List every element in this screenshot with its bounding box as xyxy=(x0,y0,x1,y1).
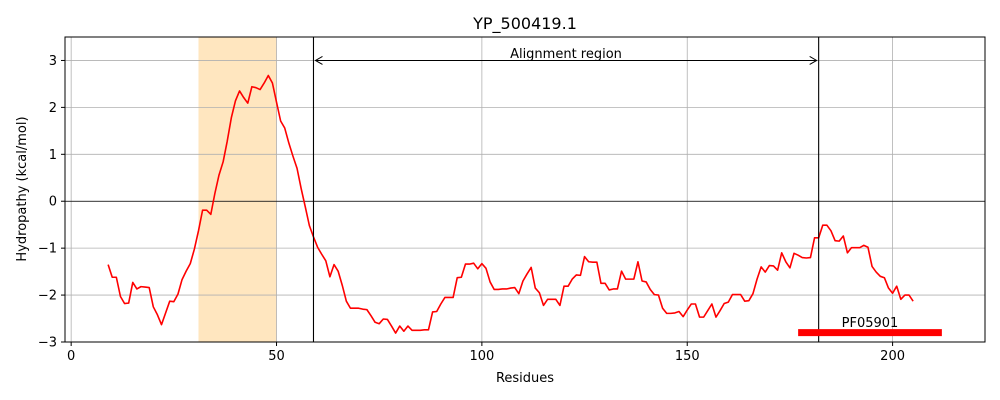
highlight-layer xyxy=(198,37,277,342)
domain-bar xyxy=(798,329,942,337)
series-line-1 xyxy=(107,74,914,334)
y-tick-label: 1 xyxy=(49,148,57,163)
y-tick-label: −1 xyxy=(38,242,57,257)
y-tick-label: −3 xyxy=(38,336,57,351)
axes-layer xyxy=(64,36,986,343)
x-tick-label: 200 xyxy=(880,349,905,364)
y-tick-label: 0 xyxy=(49,195,57,210)
y-axis-label: Hydropathy (kcal/mol) xyxy=(15,116,30,261)
chart-title: YP_500419.1 xyxy=(472,14,577,34)
tick-layer: 0 50 100 150 200 −3 −2 −1 0 1 2 3 xyxy=(38,54,905,364)
domain-label: PF05901 xyxy=(842,316,899,331)
axes-frame xyxy=(64,36,986,343)
x-tick-label: 50 xyxy=(268,349,285,364)
x-tick-label: 100 xyxy=(469,349,494,364)
annotation-layer xyxy=(312,37,942,342)
data-layer xyxy=(107,74,914,334)
x-tick-label: 150 xyxy=(675,349,700,364)
y-tick-label: 3 xyxy=(49,54,57,69)
x-tick-label: 0 xyxy=(67,349,75,364)
highlight-region xyxy=(198,37,277,342)
alignment-region-label: Alignment region xyxy=(510,47,622,62)
alignment-arrow-head-right xyxy=(809,56,818,65)
y-tick-label: −2 xyxy=(38,289,57,304)
x-axis-label: Residues xyxy=(496,371,554,386)
alignment-arrow-head-left xyxy=(314,56,323,65)
y-tick-label: 2 xyxy=(49,101,57,116)
